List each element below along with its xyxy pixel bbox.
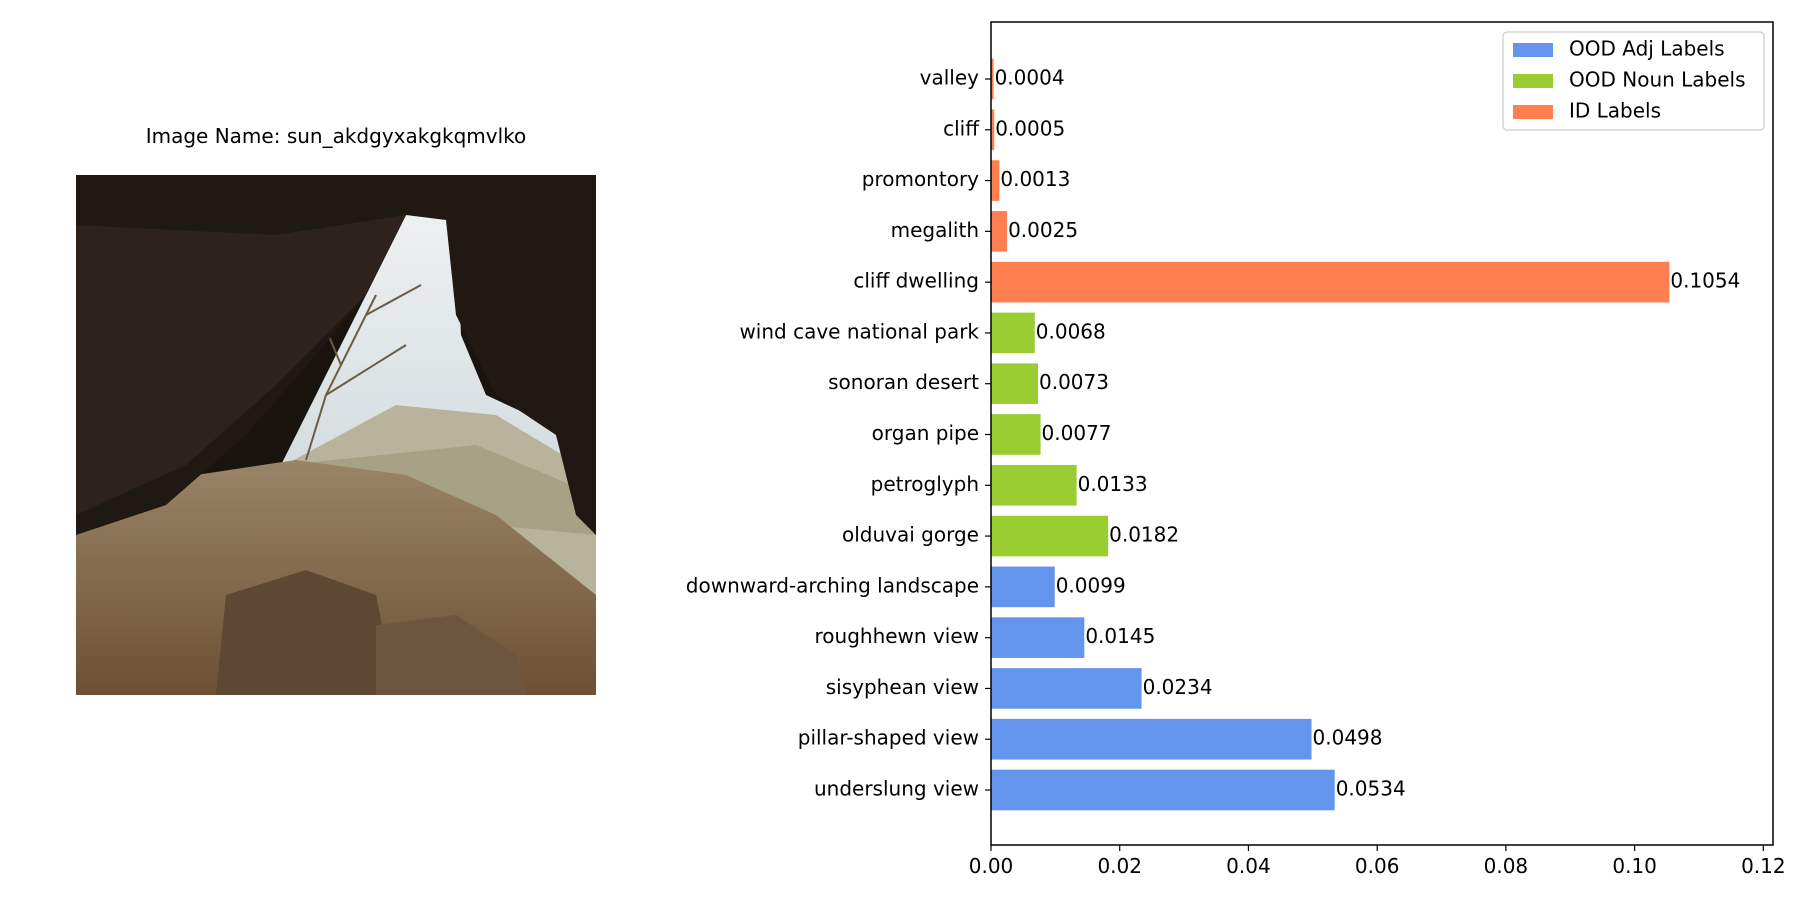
bar-value-label: 0.0077 <box>1042 421 1112 445</box>
legend-swatch <box>1513 105 1553 119</box>
legend: OOD Adj Labels OOD Noun Labels ID Labels <box>1502 31 1765 131</box>
y-tick-label: cliff <box>943 116 980 140</box>
x-tick-label: 0.06 <box>1355 854 1400 878</box>
y-tick-label: downward-arching landscape <box>686 573 979 597</box>
x-tick-label: 0.12 <box>1741 854 1786 878</box>
bar-value-label: 0.0534 <box>1336 777 1406 801</box>
cave-opening-photo <box>76 175 596 695</box>
x-tick-label: 0.00 <box>969 854 1014 878</box>
y-tick-label: cliff dwelling <box>853 269 979 293</box>
bar-value-label: 0.0013 <box>1000 167 1070 191</box>
bar-value-label: 0.0145 <box>1085 624 1155 648</box>
image-name-title: Image Name: sun_akdgyxakgkqmvlko <box>145 124 527 148</box>
bar <box>991 464 1077 506</box>
bar <box>991 668 1142 709</box>
x-tick-label: 0.08 <box>1484 854 1529 878</box>
bar-value-label: 0.0025 <box>1008 218 1078 242</box>
bar-value-label: 0.0005 <box>995 116 1065 140</box>
legend-swatch <box>1513 43 1553 57</box>
legend-label: OOD Adj Labels <box>1569 37 1725 61</box>
y-tick-label: megalith <box>891 218 979 242</box>
y-tick-label: organ pipe <box>872 421 979 445</box>
y-tick-label: olduvai gorge <box>842 523 979 547</box>
bar <box>991 769 1335 811</box>
bar-value-label: 0.0073 <box>1039 370 1109 394</box>
bar-value-label: 0.0068 <box>1036 319 1106 343</box>
bar <box>991 617 1085 658</box>
y-tick-label: wind cave national park <box>739 319 979 343</box>
category-labels-layer: underslung view pillar-shaped view sisyphe… <box>686 66 991 801</box>
bar <box>991 109 995 151</box>
bar <box>991 718 1312 760</box>
x-tick-label: 0.02 <box>1097 854 1142 878</box>
bar-value-label: 0.0498 <box>1313 726 1383 750</box>
y-tick-label: pillar-shaped view <box>798 726 979 750</box>
bars-layer <box>991 58 1670 811</box>
bar <box>991 566 1055 608</box>
legend-label: ID Labels <box>1569 99 1661 123</box>
y-tick-label: valley <box>920 66 980 90</box>
y-tick-label: petroglyph <box>871 472 979 496</box>
y-tick-label: roughhewn view <box>815 624 980 648</box>
x-tick-label: 0.04 <box>1226 854 1271 878</box>
y-tick-label: promontory <box>862 167 979 191</box>
bar-value-label: 0.0234 <box>1143 675 1213 699</box>
value-labels-layer: 0.0534 0.0498 0.0234 0.0145 0.0099 0.0182 0.01… <box>995 66 1741 801</box>
bar-value-label: 0.0099 <box>1056 573 1126 597</box>
bar <box>991 261 1670 303</box>
bar <box>991 363 1038 405</box>
y-tick-label: sisyphean view <box>826 675 979 699</box>
bar <box>991 211 1008 252</box>
legend-label: OOD Noun Labels <box>1569 68 1746 92</box>
bar <box>991 515 1109 557</box>
bar <box>991 414 1041 455</box>
bar <box>991 312 1035 354</box>
legend-box <box>1502 31 1765 131</box>
y-tick-label: underslung view <box>814 777 979 801</box>
x-axis: 0.00 0.02 0.04 0.06 0.08 0.10 0.12 <box>969 845 1786 878</box>
bar-value-label: 0.1054 <box>1670 269 1740 293</box>
y-tick-label: sonoran desert <box>828 370 979 394</box>
legend-swatch <box>1513 74 1553 88</box>
bar <box>991 58 994 100</box>
bar-value-label: 0.0004 <box>995 66 1065 90</box>
bar-value-label: 0.0133 <box>1078 472 1148 496</box>
x-tick-label: 0.10 <box>1612 854 1657 878</box>
bar <box>991 160 1000 201</box>
plot-frame <box>990 21 1774 846</box>
bar-value-label: 0.0182 <box>1109 523 1179 547</box>
